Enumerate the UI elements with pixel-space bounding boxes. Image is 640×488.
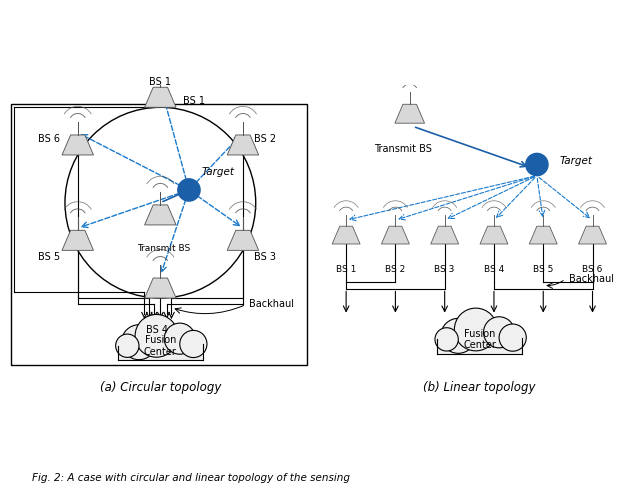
Polygon shape [118,342,203,360]
Text: Target: Target [559,156,592,166]
Polygon shape [227,230,259,250]
Circle shape [454,308,497,351]
Polygon shape [395,104,424,123]
Text: BS 5: BS 5 [38,252,60,262]
Polygon shape [332,226,360,244]
Polygon shape [437,336,522,353]
Circle shape [441,318,476,353]
Text: Transmit BS: Transmit BS [137,244,190,253]
Text: BS 3: BS 3 [254,252,276,262]
Polygon shape [62,135,93,155]
Circle shape [116,334,139,357]
Text: BS 4: BS 4 [484,264,504,274]
Circle shape [122,325,156,360]
Text: BS 6: BS 6 [38,134,60,144]
Polygon shape [480,226,508,244]
Circle shape [164,323,195,354]
Text: (a) Circular topology: (a) Circular topology [100,381,221,393]
Text: BS 3: BS 3 [435,264,455,274]
Text: Fusion
Center: Fusion Center [144,335,177,357]
Polygon shape [62,230,93,250]
Polygon shape [145,205,176,225]
Text: BS 2: BS 2 [254,134,276,144]
Text: BS 5: BS 5 [533,264,554,274]
Text: Target: Target [202,167,235,177]
Text: Backhaul: Backhaul [250,300,294,309]
Text: BS 6: BS 6 [582,264,603,274]
Text: BS 1: BS 1 [336,264,356,274]
Text: Fusion
Center: Fusion Center [463,328,496,350]
Circle shape [180,330,207,358]
Polygon shape [145,278,176,298]
Polygon shape [431,226,459,244]
Text: BS 1: BS 1 [182,96,205,106]
Text: Backhaul: Backhaul [569,274,614,284]
Text: (b) Linear topology: (b) Linear topology [424,381,536,393]
Polygon shape [529,226,557,244]
Polygon shape [145,87,176,107]
Circle shape [499,324,526,351]
Text: Fig. 2: A case with circular and linear topology of the sensing: Fig. 2: A case with circular and linear … [32,473,350,483]
Circle shape [484,317,515,348]
Text: BS 2: BS 2 [385,264,406,274]
Polygon shape [579,226,607,244]
Circle shape [435,328,458,351]
Text: Transmit BS: Transmit BS [374,144,432,154]
Polygon shape [381,226,410,244]
Polygon shape [227,135,259,155]
Circle shape [135,314,178,357]
Text: BS 4: BS 4 [146,325,168,335]
Circle shape [178,179,200,201]
Circle shape [525,153,548,176]
Text: BS 1: BS 1 [149,77,172,87]
